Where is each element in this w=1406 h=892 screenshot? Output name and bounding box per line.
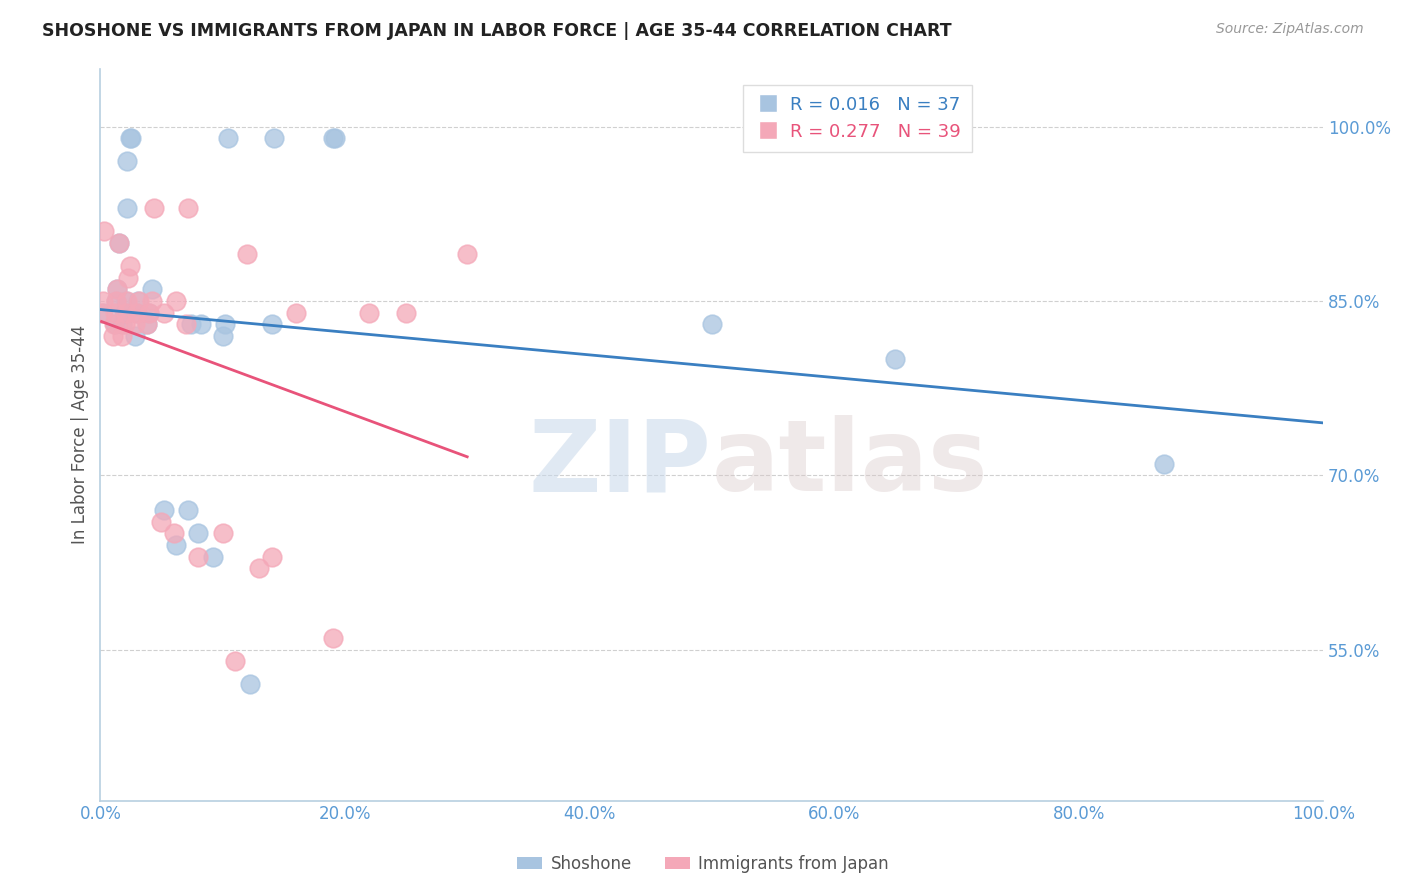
Point	[236, 247, 259, 261]
Text: ZIP: ZIP	[529, 416, 711, 512]
Point	[395, 305, 418, 319]
Point	[101, 328, 124, 343]
Point	[107, 282, 129, 296]
Point	[214, 317, 236, 331]
Point	[138, 305, 160, 319]
Point	[211, 526, 233, 541]
Point	[323, 131, 346, 145]
Point	[138, 305, 160, 319]
Point	[104, 317, 127, 331]
Point	[104, 305, 127, 319]
Point	[107, 235, 129, 250]
Point	[263, 131, 285, 145]
Point	[91, 293, 114, 308]
Point	[190, 317, 212, 331]
Point	[128, 293, 150, 308]
Point	[260, 549, 283, 564]
Point	[135, 317, 157, 331]
Point	[105, 293, 128, 308]
Point	[118, 259, 141, 273]
Point	[124, 317, 146, 331]
Point	[884, 352, 907, 367]
Point	[187, 549, 209, 564]
Point	[103, 317, 125, 331]
Point	[114, 317, 136, 331]
Point	[115, 293, 138, 308]
Text: Source: ZipAtlas.com: Source: ZipAtlas.com	[1216, 22, 1364, 37]
Point	[359, 305, 381, 319]
Point	[163, 526, 186, 541]
Point	[322, 131, 344, 145]
Text: SHOSHONE VS IMMIGRANTS FROM JAPAN IN LABOR FORCE | AGE 35-44 CORRELATION CHART: SHOSHONE VS IMMIGRANTS FROM JAPAN IN LAB…	[42, 22, 952, 40]
Point	[217, 131, 239, 145]
Point	[177, 201, 200, 215]
Point	[141, 293, 163, 308]
Point	[177, 503, 200, 517]
Point	[111, 328, 134, 343]
Point	[117, 270, 139, 285]
Point	[201, 549, 224, 564]
Y-axis label: In Labor Force | Age 35-44: In Labor Force | Age 35-44	[72, 325, 89, 544]
Point	[118, 131, 141, 145]
Point	[153, 305, 176, 319]
Point	[125, 305, 148, 319]
Point	[700, 317, 723, 331]
Point	[260, 317, 283, 331]
Point	[107, 282, 129, 296]
Point	[112, 305, 135, 319]
Point	[224, 654, 246, 668]
Legend: Shoshone, Immigrants from Japan: Shoshone, Immigrants from Japan	[510, 848, 896, 880]
Point	[135, 317, 157, 331]
Point	[165, 293, 187, 308]
Point	[150, 515, 173, 529]
Point	[117, 293, 139, 308]
Point	[165, 538, 187, 552]
Point	[180, 317, 202, 331]
Point	[114, 305, 136, 319]
Point	[141, 282, 163, 296]
Point	[111, 317, 134, 331]
Text: atlas: atlas	[711, 416, 988, 512]
Point	[117, 154, 139, 169]
Point	[174, 317, 197, 331]
Point	[127, 293, 149, 308]
Point	[322, 631, 344, 645]
Point	[105, 293, 128, 308]
Point	[91, 305, 114, 319]
Point	[153, 503, 176, 517]
Point	[187, 526, 209, 541]
Point	[107, 235, 129, 250]
Point	[238, 677, 260, 691]
Legend: R = 0.016   N = 37, R = 0.277   N = 39: R = 0.016 N = 37, R = 0.277 N = 39	[744, 85, 972, 152]
Point	[143, 201, 166, 215]
Point	[456, 247, 478, 261]
Point	[211, 328, 233, 343]
Point	[117, 201, 139, 215]
Point	[115, 305, 138, 319]
Point	[124, 328, 146, 343]
Point	[120, 131, 142, 145]
Point	[90, 305, 112, 319]
Point	[285, 305, 308, 319]
Point	[247, 561, 270, 575]
Point	[125, 305, 148, 319]
Point	[1153, 457, 1175, 471]
Point	[93, 224, 115, 238]
